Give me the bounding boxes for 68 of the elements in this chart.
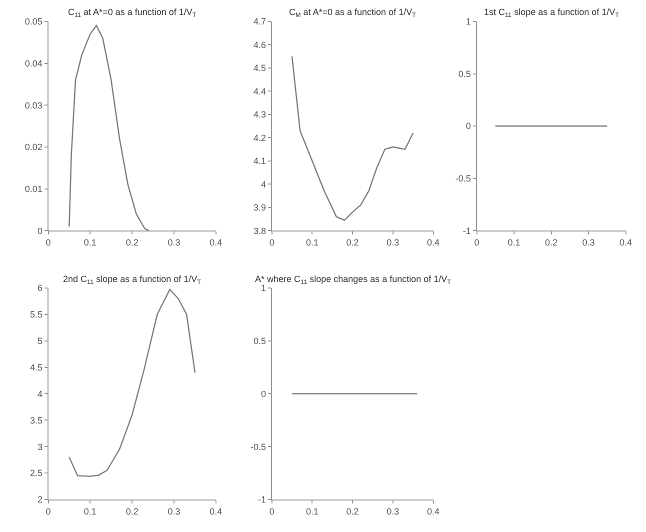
y-tick-label: 3.5 [30,415,42,426]
x-tick-label: 0.3 [386,506,400,516]
y-tick-label: 0.5 [458,68,471,79]
x-tick-label: 0.1 [84,506,96,516]
y-tick-label: 0.02 [24,142,42,152]
x-tick-label: 0.2 [545,237,558,248]
x-tick-label: 0.2 [346,237,359,248]
y-tick-label: 4.7 [254,16,266,27]
chart-title: A* where C$_{11}$ slope changes as a function of 1/V$_{T}$ [255,274,452,286]
y-tick-label: 6 [37,283,42,294]
chart-title: C$_{M}$ at A*=0 as a function of 1/V$_{T}$ [289,7,416,19]
x-tick-label: 0.3 [168,237,180,248]
x-tick-label: 0.2 [126,237,138,248]
chart-title: 1st C$_{11}$ slope as a function of 1/V$_{T}$ [484,7,620,19]
x-tick-label: 0.4 [620,237,632,248]
y-tick-label: 0.01 [24,184,42,194]
x-tick-label: 0.2 [346,506,359,516]
chart-title: C$_{11}$ at A*=0 as a function of 1/V$_{T}$ [68,7,196,19]
line-series [291,56,414,221]
x-tick-label: 0.4 [210,237,222,248]
y-tick-label: 4 [37,388,42,399]
x-tick-label: 0 [474,237,480,248]
x-tick-label: 0.4 [210,506,222,516]
y-tick-label: 1 [261,283,266,294]
x-tick-label: 0.3 [582,237,595,248]
y-tick-label: -1 [258,494,266,505]
y-tick-label: 2.5 [30,468,42,478]
y-tick-label: 4.1 [254,156,266,166]
x-tick-label: 0 [269,506,274,516]
y-tick-label: 3.9 [254,202,266,213]
y-tick-label: 4.3 [254,110,266,120]
x-tick-label: 0 [46,237,51,248]
x-tick-label: 0.3 [386,237,400,248]
x-tick-label: 0.1 [306,506,318,516]
chart-title: 2nd C$_{11}$ slope as a function of 1/V$_{T}$ [63,274,202,286]
y-tick-label: 3 [37,442,42,452]
y-tick-label: 5 [37,336,42,346]
y-tick-label: 0 [261,388,266,399]
y-tick-label: 0.03 [24,100,42,110]
x-tick-label: 0.1 [306,237,318,248]
x-tick-label: 0.1 [508,237,520,248]
x-tick-label: 0.4 [427,506,440,516]
y-tick-label: 3.8 [254,226,266,236]
x-tick-label: 0 [269,237,274,248]
y-tick-label: 4.5 [254,63,266,74]
y-tick-label: 4.6 [254,40,266,50]
y-tick-label: 4.2 [254,132,266,143]
line-series [68,288,196,477]
y-tick-label: -0.5 [455,173,471,184]
x-tick-label: 0 [46,506,51,516]
y-tick-label: 5.5 [30,310,42,320]
line-series [68,25,150,231]
x-tick-label: 0.4 [427,237,440,248]
x-tick-label: 0.2 [126,506,138,516]
x-tick-label: 0.1 [84,237,96,248]
y-tick-label: 4.4 [254,86,266,96]
y-tick-label: 0.04 [24,58,42,68]
y-tick-label: 0.5 [254,336,266,346]
y-tick-label: -0.5 [250,442,266,452]
y-tick-label: 2 [37,494,42,505]
y-tick-label: 0 [37,226,42,236]
y-tick-label: 1 [466,16,471,27]
y-tick-label: 0.05 [24,16,42,27]
x-tick-label: 0.3 [168,506,180,516]
y-tick-label: 4 [261,179,266,190]
y-tick-label: 0 [466,121,471,132]
y-tick-label: -1 [462,226,471,236]
y-tick-label: 4.5 [30,362,42,372]
